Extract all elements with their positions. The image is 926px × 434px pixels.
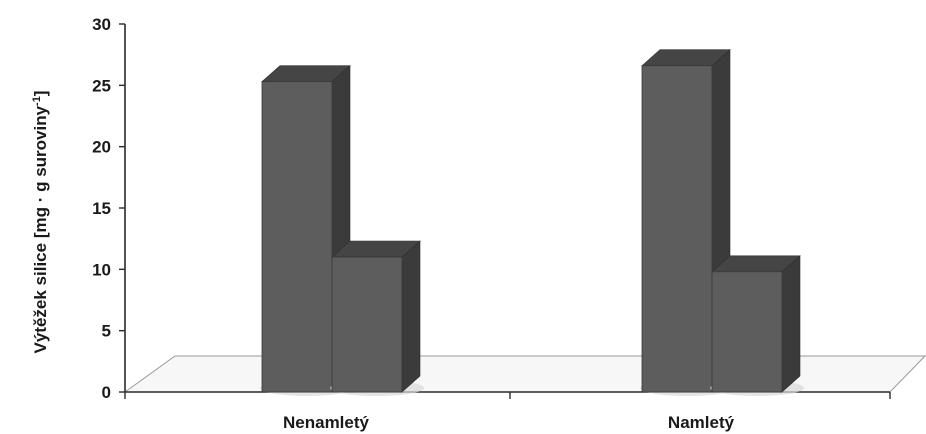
y-tick-label: 5 (102, 322, 111, 341)
x-category-label: Nenamletý (283, 413, 370, 432)
bar-front-face (641, 65, 713, 393)
bar-side-face (401, 240, 421, 393)
x-axis: Nenamletý Namletý (124, 391, 891, 432)
bar-front-face (261, 81, 333, 393)
floor-group (123, 355, 926, 393)
y-axis-title-main: Výtěžek silice [mg · g suroviny (31, 105, 50, 353)
y-tick-label: 30 (92, 15, 111, 34)
y-tick-label: 15 (92, 199, 111, 218)
y-tick-label: 10 (92, 260, 111, 279)
y-tick-label: 0 (102, 383, 111, 402)
bars (260, 49, 804, 396)
bar-front-face (331, 256, 403, 393)
y-axis-title-superscript: -1 (31, 96, 43, 106)
bar-front-face (711, 271, 783, 393)
y-axis: 0 5 10 15 20 25 30 (92, 15, 126, 402)
y-tick-label: 20 (92, 138, 111, 157)
y-axis-title-suffix: ] (31, 91, 50, 97)
bar (260, 64, 354, 396)
x-category-label: Namletý (668, 413, 735, 432)
y-tick-label: 25 (92, 76, 111, 95)
bar-side-face (781, 255, 801, 393)
bar (330, 240, 424, 396)
bar (710, 255, 804, 396)
floor-plane (123, 355, 926, 393)
y-axis-title: Výtěžek silice [mg · g suroviny-1] (31, 91, 50, 354)
